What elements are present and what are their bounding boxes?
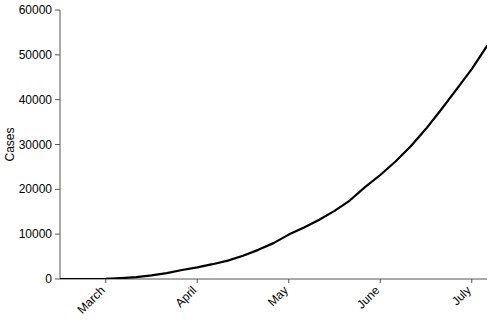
plot-area [60, 46, 487, 279]
x-tick-label: April [172, 283, 199, 310]
y-tick [55, 189, 60, 190]
x-tick [288, 279, 289, 283]
x-tick-label: June [354, 283, 383, 312]
y-tick [55, 144, 60, 145]
x-tick [380, 279, 381, 283]
x-tick [197, 279, 198, 283]
y-tick [55, 54, 60, 55]
y-tick-label: 0 [45, 272, 52, 286]
x-tick-label: May [265, 283, 291, 309]
y-tick-label: 20000 [19, 182, 53, 196]
y-tick-label: 60000 [19, 3, 53, 17]
data-line [60, 46, 487, 279]
y-tick [55, 234, 60, 235]
chart: 0 10000 20000 30000 40000 50000 60000 March Apri… [0, 0, 500, 323]
y-tick-label: 30000 [19, 138, 53, 152]
y-tick-label: 10000 [19, 227, 53, 241]
y-tick [55, 279, 60, 280]
y-tick [55, 99, 60, 100]
y-tick-label: 50000 [19, 48, 53, 62]
y-tick-label: 40000 [19, 93, 53, 107]
y-axis-label: Cases [3, 127, 17, 161]
x-tick [105, 279, 106, 283]
x-tick-label: July [449, 283, 474, 308]
x-tick [471, 279, 472, 283]
y-tick [55, 10, 60, 11]
x-tick-label: March [74, 283, 107, 316]
